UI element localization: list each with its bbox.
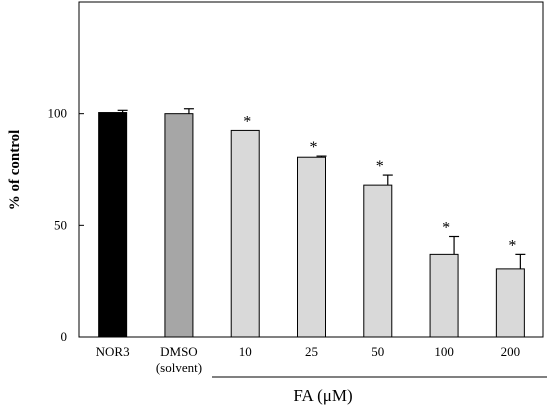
bar xyxy=(297,156,326,338)
x-axis-labels: NOR3 DMSO(solvent) 10 25 50 100 200 xyxy=(96,344,520,375)
bar xyxy=(98,112,128,338)
significance-marker: * xyxy=(310,139,318,156)
bar xyxy=(230,129,260,338)
bars: * * * * * xyxy=(98,108,526,338)
significance-marker: * xyxy=(442,220,450,237)
x-tick-label: 50 xyxy=(371,344,384,359)
y-tick-label: 50 xyxy=(54,217,67,232)
significance-marker: * xyxy=(243,113,251,130)
y-axis-title: % of control xyxy=(7,130,23,211)
x-tick-sublabel: (solvent) xyxy=(156,360,202,375)
y-tick-label: 100 xyxy=(48,106,68,121)
bar xyxy=(164,113,194,338)
x-tick-label: NOR3 xyxy=(96,344,130,359)
bar xyxy=(363,184,393,338)
x-tick-label: 200 xyxy=(501,344,521,359)
significance-marker: * xyxy=(508,237,516,254)
x-tick-label: 100 xyxy=(434,344,454,359)
x-tick-label: 10 xyxy=(239,344,252,359)
y-axis-ticks: 0 50 100 xyxy=(48,106,84,344)
x-tick-label: DMSO xyxy=(160,344,198,359)
x-tick-label: 25 xyxy=(305,344,318,359)
bar xyxy=(429,253,459,338)
significance-marker: * xyxy=(376,158,384,175)
bar xyxy=(495,268,525,338)
x-axis-title: FA (μM) xyxy=(293,386,352,405)
y-tick-label: 0 xyxy=(61,329,68,344)
